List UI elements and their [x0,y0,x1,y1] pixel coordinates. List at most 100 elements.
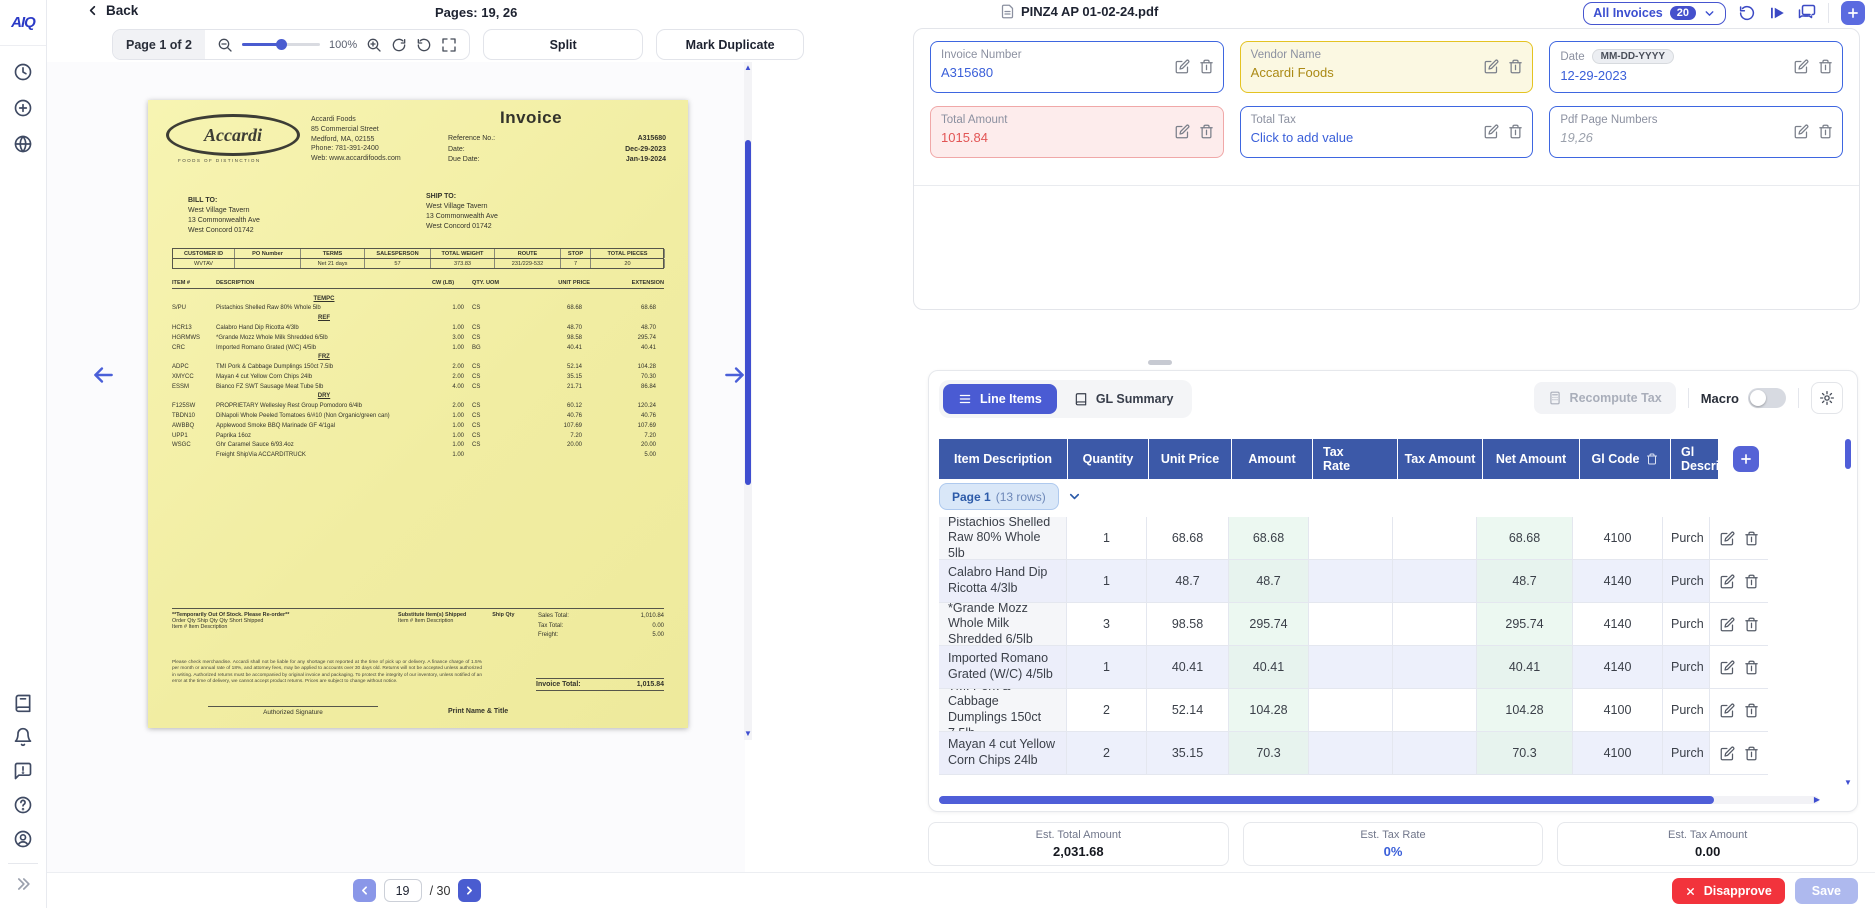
cell-tax-amount[interactable] [1393,560,1477,603]
cell-tax-rate[interactable] [1309,689,1393,732]
rotate-ccw-icon[interactable] [416,37,432,53]
table-settings-button[interactable] [1811,382,1843,414]
cell-tax-amount[interactable] [1393,603,1477,646]
cell-item-description[interactable]: *Grande Mozz Whole Milk Shredded 6/5lb [939,603,1067,646]
save-button[interactable]: Save [1794,878,1858,904]
table-scroll-down-arrow[interactable]: ▼ [1844,778,1852,787]
field-card[interactable]: Date MM-DD-YYYY 12-29-2023 [1549,41,1843,93]
cell-item-description[interactable]: Imported Romano Grated (W/C) 4/5lb [939,646,1067,689]
table-vscrollbar[interactable]: ▼ [1844,439,1852,787]
panel-resize-handle[interactable] [1148,360,1172,365]
cell-tax-rate[interactable] [1309,560,1393,603]
cell-unit-price[interactable]: 48.7 [1147,560,1229,603]
field-value[interactable]: Click to add value [1250,130,1354,145]
cell-tax-rate[interactable] [1309,603,1393,646]
field-value[interactable]: Accardi Foods [1250,65,1334,80]
cell-tax-rate[interactable] [1309,517,1393,560]
split-button[interactable]: Split [483,29,644,60]
cell-gl-code[interactable]: 4100 [1573,689,1663,732]
comments-icon[interactable] [1798,4,1816,22]
cell-gl-description[interactable]: Purch [1663,517,1710,560]
cell-unit-price[interactable]: 68.68 [1147,517,1229,560]
delete-row-icon[interactable] [1744,703,1759,718]
edit-row-icon[interactable] [1720,703,1735,718]
docs-icon[interactable] [13,693,33,713]
field-value[interactable]: A315680 [941,65,994,80]
prev-page-arrow[interactable] [90,362,116,388]
cell-gl-code[interactable]: 4140 [1573,646,1663,689]
trash-icon[interactable] [1508,124,1523,139]
add-circle-icon[interactable] [13,98,33,118]
col-tax-amount[interactable]: Tax Amount [1398,439,1482,479]
field-value[interactable]: 1015.84 [941,130,988,145]
delete-row-icon[interactable] [1744,574,1759,589]
delete-row-icon[interactable] [1744,531,1759,546]
col-unit-price[interactable]: Unit Price [1149,439,1231,479]
field-value[interactable]: 12-29-2023 [1560,68,1627,83]
zoom-in-icon[interactable] [366,37,382,53]
cell-tax-amount[interactable] [1393,646,1477,689]
zoom-out-icon[interactable] [217,37,233,53]
page-group-chip[interactable]: Page 1 (13 rows) [939,483,1059,510]
run-icon[interactable] [1768,4,1786,22]
cell-amount[interactable]: 48.7 [1229,560,1309,603]
trash-icon[interactable] [1818,59,1833,74]
mark-duplicate-button[interactable]: Mark Duplicate [656,29,805,60]
zoom-slider-knob[interactable] [276,39,287,50]
viewer-scrollbar[interactable]: ▲ ▼ [744,62,752,740]
cell-quantity[interactable]: 2 [1067,689,1147,732]
column-trash-icon[interactable] [1646,453,1658,465]
cell-tax-rate[interactable] [1309,646,1393,689]
macro-toggle[interactable] [1748,388,1786,408]
cell-gl-description[interactable]: Purch [1663,603,1710,646]
cell-gl-description[interactable]: Purch [1663,646,1710,689]
cell-net-amount[interactable]: 295.74 [1477,603,1573,646]
trash-icon[interactable] [1818,124,1833,139]
edit-icon[interactable] [1175,124,1190,139]
app-logo[interactable]: AIQ [0,0,46,46]
viewer-scrollbar-thumb[interactable] [745,140,751,485]
edit-icon[interactable] [1175,59,1190,74]
cell-unit-price[interactable]: 35.15 [1147,732,1229,775]
tab-line-items[interactable]: Line Items [943,384,1057,414]
table-hscrollbar[interactable]: ▶ [939,795,1820,804]
zoom-slider[interactable] [242,39,320,50]
edit-row-icon[interactable] [1720,660,1735,675]
trash-icon[interactable] [1199,124,1214,139]
scanned-invoice-page[interactable]: Accardi FOODS OF DISTINCTION Accardi Foo… [148,100,688,728]
cell-gl-code[interactable]: 4140 [1573,603,1663,646]
table-scroll-right-arrow[interactable]: ▶ [1813,795,1820,804]
field-value[interactable]: 19,26 [1560,130,1593,145]
table-vscrollbar-thumb[interactable] [1845,439,1851,469]
cell-unit-price[interactable]: 52.14 [1147,689,1229,732]
cell-quantity[interactable]: 1 [1067,646,1147,689]
history-icon[interactable] [13,62,33,82]
reset-icon[interactable] [1738,4,1756,22]
cell-amount[interactable]: 295.74 [1229,603,1309,646]
cell-tax-amount[interactable] [1393,732,1477,775]
col-tax-rate[interactable]: Tax Rate [1313,439,1397,479]
pager-next-button[interactable] [458,879,482,902]
cell-quantity[interactable]: 1 [1067,517,1147,560]
edit-row-icon[interactable] [1720,617,1735,632]
cell-gl-description[interactable]: Purch [1663,560,1710,603]
col-quantity[interactable]: Quantity [1068,439,1148,479]
cell-item-description[interactable]: Pistachios Shelled Raw 80% Whole 5lb [939,517,1067,560]
cell-quantity[interactable]: 3 [1067,603,1147,646]
help-icon[interactable] [13,795,33,815]
cell-item-description[interactable]: TMI Pork & Cabbage Dumplings 150ct 7.5lb [939,689,1067,732]
globe-icon[interactable] [13,134,33,154]
field-card[interactable]: Total Amount 1015.84 [930,106,1224,158]
field-card[interactable]: Vendor Name Accardi Foods [1239,41,1534,93]
cell-item-description[interactable]: Calabro Hand Dip Ricotta 4/3lb [939,560,1067,603]
cell-gl-code[interactable]: 4100 [1573,732,1663,775]
field-card[interactable]: Total Tax Click to add value [1239,106,1534,158]
edit-icon[interactable] [1794,124,1809,139]
pager-prev-button[interactable] [352,879,376,902]
table-hscrollbar-thumb[interactable] [939,796,1714,804]
document-viewer[interactable]: Accardi FOODS OF DISTINCTION Accardi Foo… [47,62,745,872]
cell-net-amount[interactable]: 104.28 [1477,689,1573,732]
next-page-arrow[interactable] [722,362,748,388]
cell-gl-description[interactable]: Purch [1663,689,1710,732]
tab-gl-summary[interactable]: GL Summary [1059,384,1189,414]
